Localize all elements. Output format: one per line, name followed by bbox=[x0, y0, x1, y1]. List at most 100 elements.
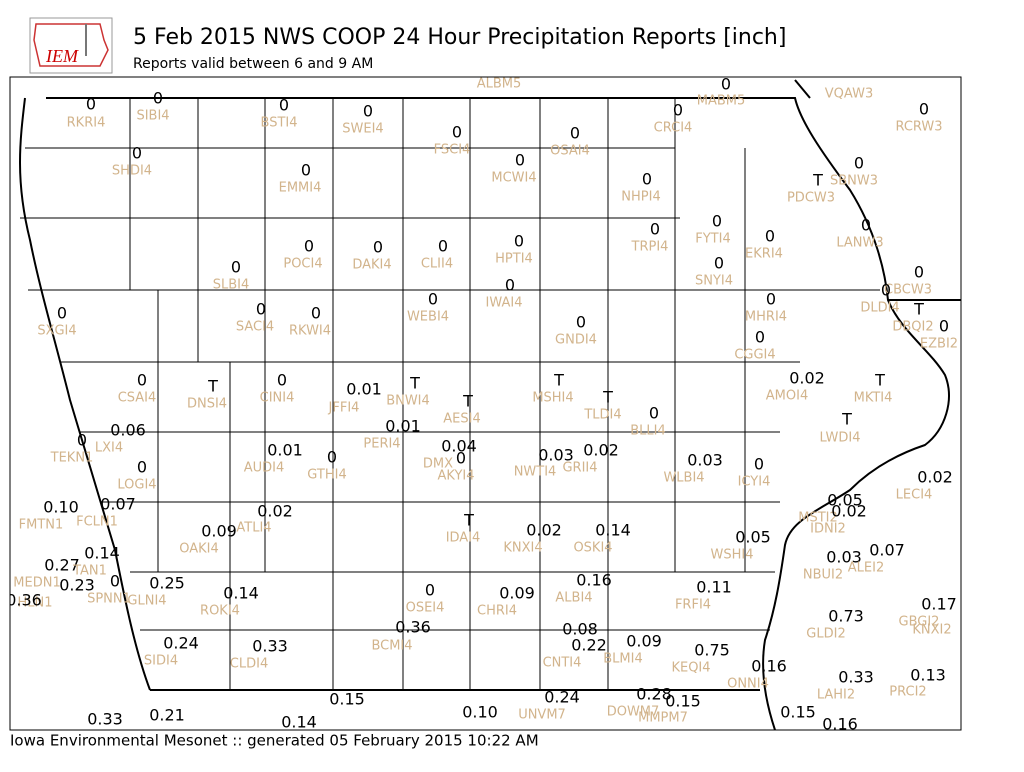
station-id: OAKI4 bbox=[179, 542, 219, 557]
logo-frame bbox=[29, 17, 113, 74]
station-id: SHDI4 bbox=[112, 164, 152, 179]
station-id: SXGI4 bbox=[37, 324, 76, 339]
station-value: T bbox=[409, 374, 420, 393]
station-id: NBUI2 bbox=[803, 568, 843, 583]
subtitle: Reports valid between 6 and 9 AM bbox=[133, 56, 373, 72]
station-id: LWDI4 bbox=[819, 431, 860, 446]
station-id: CRCI4 bbox=[654, 121, 693, 136]
station-value: 0 bbox=[428, 290, 438, 309]
station-id: BCMI4 bbox=[371, 639, 412, 654]
station-value: T bbox=[462, 392, 473, 411]
station-value: 0.07 bbox=[100, 495, 136, 514]
state-border bbox=[19, 97, 950, 730]
station-value: 0.10 bbox=[462, 703, 498, 722]
station-id: ROKI4 bbox=[200, 604, 240, 619]
station-value: 0 bbox=[86, 95, 96, 114]
station-id: LECI4 bbox=[896, 488, 933, 503]
station-value: T bbox=[841, 410, 852, 429]
station-value: 0.24 bbox=[163, 634, 199, 653]
station-value: 0 bbox=[231, 258, 241, 277]
station-value: 0 bbox=[712, 212, 722, 231]
station-id: GLNI4 bbox=[127, 594, 166, 609]
station-id: FCLN1 bbox=[76, 515, 118, 530]
station-id: SPNN1 bbox=[87, 592, 131, 607]
station-value: 0.02 bbox=[526, 521, 562, 540]
station-value: 0 bbox=[939, 317, 949, 336]
station-value: 0.22 bbox=[571, 636, 607, 655]
station-value: 0.73 bbox=[828, 607, 864, 626]
station-id: LOGI4 bbox=[117, 478, 156, 493]
station-value: 0.07 bbox=[869, 541, 905, 560]
station-id: MHRI4 bbox=[745, 310, 787, 325]
station-value: 0.02 bbox=[789, 369, 825, 388]
station-value: 0 bbox=[914, 263, 924, 282]
station-id: MEDN1 bbox=[13, 576, 60, 591]
station-value: 0.16 bbox=[751, 657, 787, 676]
station-value: 0.15 bbox=[665, 692, 701, 711]
station-value: 0.21 bbox=[149, 706, 185, 725]
station-id: ICYI4 bbox=[738, 475, 771, 490]
station-id: GRII4 bbox=[562, 461, 597, 476]
station-value: 0 bbox=[673, 101, 683, 120]
station-id: NHPI4 bbox=[621, 190, 660, 205]
station-value: 0 bbox=[57, 304, 67, 323]
station-id: GBGI2 bbox=[899, 615, 940, 630]
station-value: 0 bbox=[755, 328, 765, 347]
station-value: 0.24 bbox=[544, 688, 580, 707]
station-value: 0.17 bbox=[921, 595, 957, 614]
station-id: POCI4 bbox=[283, 257, 322, 272]
station-value: 0 bbox=[515, 151, 525, 170]
station-id: DAKI4 bbox=[352, 258, 391, 273]
station-value: 0.33 bbox=[87, 710, 123, 729]
station-id: PDCW3 bbox=[787, 191, 835, 206]
station-value: 0 bbox=[373, 238, 383, 257]
station-value: 0 bbox=[279, 96, 289, 115]
station-value: 0 bbox=[766, 290, 776, 309]
station-id: KEQI4 bbox=[671, 661, 710, 676]
station-id: KNXI2 bbox=[912, 623, 951, 638]
station-value: 0.14 bbox=[84, 544, 120, 563]
station-value: 0.08 bbox=[562, 620, 598, 639]
station-value: 0 bbox=[854, 154, 864, 173]
station-id: MCWI4 bbox=[491, 171, 536, 186]
station-id: BSTI4 bbox=[261, 116, 298, 131]
station-id: UNVM7 bbox=[518, 708, 566, 723]
station-id: GNDI4 bbox=[555, 333, 597, 348]
station-id: TAN1 bbox=[72, 564, 107, 579]
station-id: CHRI4 bbox=[477, 604, 517, 619]
station-id: PERI4 bbox=[363, 437, 400, 452]
station-value: 0 bbox=[132, 144, 142, 163]
map-frame bbox=[9, 76, 962, 731]
station-id: BLMI4 bbox=[603, 652, 642, 667]
station-value: 0.05 bbox=[827, 491, 863, 510]
station-id: LXI4 bbox=[95, 441, 123, 456]
station-value: T bbox=[602, 388, 613, 407]
station-id: SNYI4 bbox=[695, 274, 733, 289]
title: 5 Feb 2015 NWS COOP 24 Hour Precipitatio… bbox=[133, 25, 786, 50]
station-id: IDAI4 bbox=[446, 531, 481, 546]
station-id: RKWI4 bbox=[289, 324, 331, 339]
station-value: 0 bbox=[153, 89, 163, 108]
station-id: IWAI4 bbox=[486, 296, 523, 311]
station-id: CINI4 bbox=[260, 391, 295, 406]
station-value: 0.15 bbox=[329, 690, 365, 709]
station-value: 0.75 bbox=[694, 641, 730, 660]
station-value: 0.13 bbox=[910, 666, 946, 685]
station-value: 0 bbox=[754, 455, 764, 474]
station-id: OSKI4 bbox=[573, 541, 612, 556]
station-value: 0 bbox=[327, 448, 337, 467]
station-id: OSEI4 bbox=[406, 601, 445, 616]
station-value: 0 bbox=[110, 572, 120, 591]
station-id: SIDI4 bbox=[144, 654, 178, 669]
station-value: T bbox=[207, 377, 218, 396]
station-value: 0.23 bbox=[59, 576, 95, 595]
station-value: 0.33 bbox=[838, 668, 874, 687]
station-value: 0 bbox=[77, 431, 87, 450]
station-value: 0.36 bbox=[395, 618, 431, 637]
station-id: IDNI2 bbox=[810, 522, 846, 537]
station-id: GLDI2 bbox=[806, 627, 845, 642]
station-value: T bbox=[812, 171, 823, 190]
logo-outline bbox=[33, 23, 109, 67]
